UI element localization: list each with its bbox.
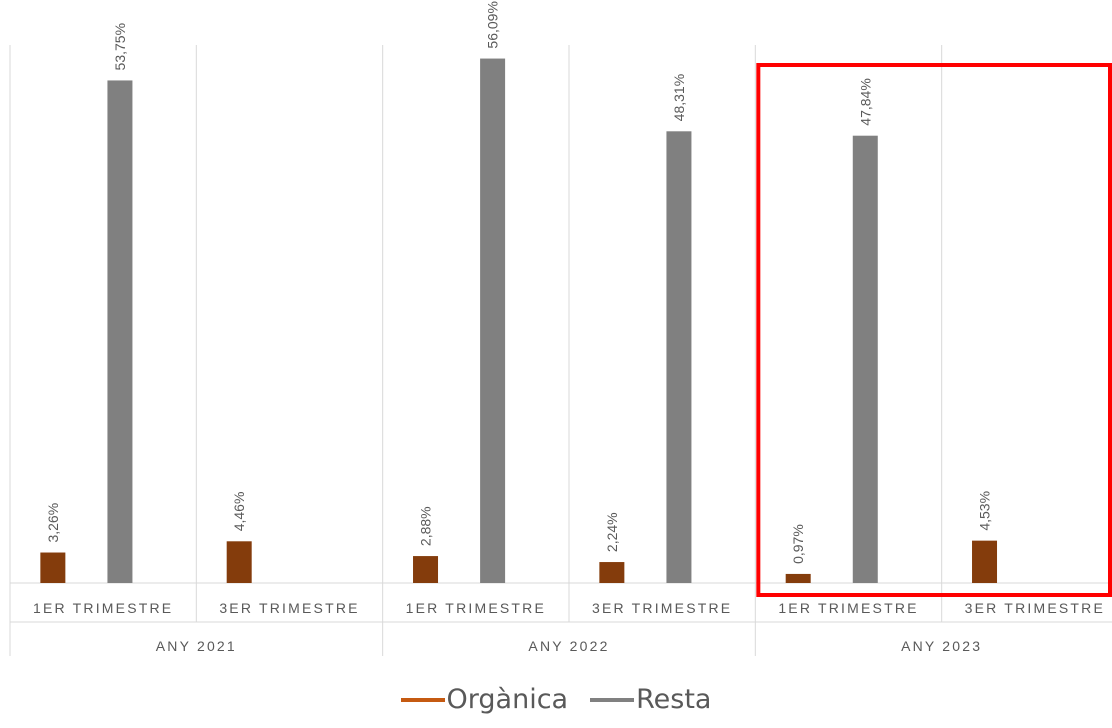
highlight-box <box>756 63 1112 597</box>
data-label: 53,75% <box>112 23 128 70</box>
category-label: 3ER TRIMESTRE <box>219 600 359 616</box>
group-label: ANY 2023 <box>901 638 982 654</box>
bar-resta <box>852 135 878 584</box>
data-label: 48,31% <box>671 74 687 121</box>
category-label: 1ER TRIMESTRE <box>406 600 546 616</box>
category-label: 3ER TRIMESTRE <box>592 600 732 616</box>
category-label: 1ER TRIMESTRE <box>778 600 918 616</box>
data-label: 2,88% <box>418 506 434 546</box>
bar-organica <box>599 562 625 583</box>
data-label: 2,24% <box>604 512 620 552</box>
bar-chart: 1ER TRIMESTRE 3,26% 53,75% 3ER TRIMESTRE 4,4… <box>9 1 1112 656</box>
legend: Orgànica Resta <box>0 684 1112 715</box>
data-label: 4,53% <box>977 491 993 531</box>
bar-organica <box>972 540 998 583</box>
legend-swatch-resta <box>590 697 635 702</box>
group-label: ANY 2022 <box>528 638 609 654</box>
legend-item-organica: Orgànica <box>400 684 569 715</box>
data-label: 3,26% <box>45 503 61 543</box>
legend-item-resta: Resta <box>590 684 711 715</box>
data-label: 4,46% <box>231 492 247 532</box>
bar-organica <box>40 552 66 583</box>
bar-resta <box>107 80 133 583</box>
bar-organica <box>226 541 252 583</box>
bar-resta <box>480 58 506 584</box>
legend-label-resta: Resta <box>636 684 712 715</box>
group-label: ANY 2021 <box>156 638 237 654</box>
category-label: 1ER TRIMESTRE <box>33 600 173 616</box>
data-label: 56,09% <box>485 1 501 48</box>
bar-organica <box>413 556 439 583</box>
data-label: 0,97% <box>790 524 806 564</box>
legend-swatch-organica <box>400 697 445 702</box>
category-label: 3ER TRIMESTRE <box>965 600 1105 616</box>
legend-label-organica: Orgànica <box>446 684 569 715</box>
bar-organica <box>785 573 811 583</box>
data-label: 47,84% <box>857 78 873 125</box>
bar-resta <box>666 131 692 583</box>
